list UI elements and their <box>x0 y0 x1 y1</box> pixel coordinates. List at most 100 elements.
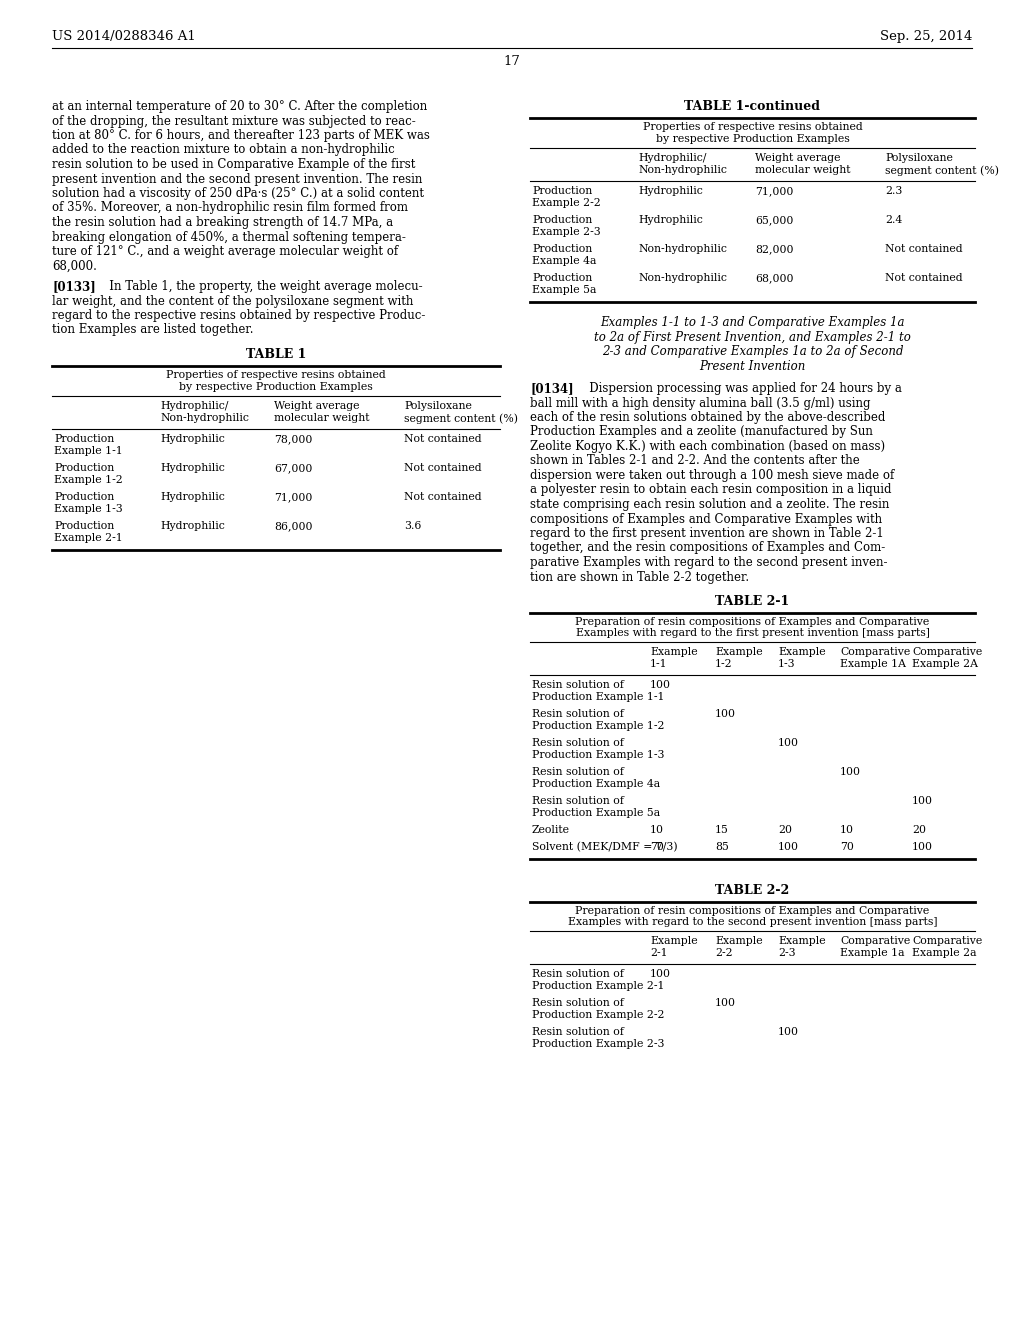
Text: 15: 15 <box>715 825 729 836</box>
Text: Present Invention: Present Invention <box>699 359 806 372</box>
Text: Resin solution of: Resin solution of <box>532 738 624 748</box>
Text: Production Example 2-1: Production Example 2-1 <box>532 981 665 991</box>
Text: 70: 70 <box>650 842 664 851</box>
Text: of the dropping, the resultant mixture was subjected to reac-: of the dropping, the resultant mixture w… <box>52 115 416 128</box>
Text: Example 1-2: Example 1-2 <box>54 475 123 484</box>
Text: compositions of Examples and Comparative Examples with: compositions of Examples and Comparative… <box>530 512 882 525</box>
Text: 100: 100 <box>840 767 861 777</box>
Text: regard to the respective resins obtained by respective Produc-: regard to the respective resins obtained… <box>52 309 425 322</box>
Text: 2-3 and Comparative Examples 1a to 2a of Second: 2-3 and Comparative Examples 1a to 2a of… <box>602 345 903 358</box>
Text: Production Examples and a zeolite (manufactured by Sun: Production Examples and a zeolite (manuf… <box>530 425 872 438</box>
Text: shown in Tables 2-1 and 2-2. And the contents after the: shown in Tables 2-1 and 2-2. And the con… <box>530 454 860 467</box>
Text: tion at 80° C. for 6 hours, and thereafter 123 parts of MEK was: tion at 80° C. for 6 hours, and thereaft… <box>52 129 430 143</box>
Text: Example: Example <box>715 647 763 657</box>
Text: Example 1a: Example 1a <box>840 948 904 958</box>
Text: Example 2-2: Example 2-2 <box>532 198 601 209</box>
Text: Production: Production <box>532 186 592 195</box>
Text: Production Example 1-1: Production Example 1-1 <box>532 692 665 702</box>
Text: breaking elongation of 450%, a thermal softening tempera-: breaking elongation of 450%, a thermal s… <box>52 231 406 243</box>
Text: Not contained: Not contained <box>885 244 963 253</box>
Text: 65,000: 65,000 <box>755 215 794 224</box>
Text: Resin solution of: Resin solution of <box>532 969 624 979</box>
Text: Production: Production <box>532 215 592 224</box>
Text: Zeolite: Zeolite <box>532 825 570 836</box>
Text: Not contained: Not contained <box>404 463 481 473</box>
Text: 82,000: 82,000 <box>755 244 794 253</box>
Text: Comparative: Comparative <box>912 936 982 946</box>
Text: Not contained: Not contained <box>404 492 481 502</box>
Text: 100: 100 <box>715 709 736 719</box>
Text: Hydrophilic: Hydrophilic <box>160 492 224 502</box>
Text: by respective Production Examples: by respective Production Examples <box>179 381 373 392</box>
Text: 1-3: 1-3 <box>778 659 796 669</box>
Text: parative Examples with regard to the second present inven-: parative Examples with regard to the sec… <box>530 556 888 569</box>
Text: segment content (%): segment content (%) <box>404 413 518 424</box>
Text: 100: 100 <box>778 842 799 851</box>
Text: 20: 20 <box>912 825 926 836</box>
Text: Production Example 5a: Production Example 5a <box>532 808 660 818</box>
Text: Production: Production <box>54 492 115 502</box>
Text: Solvent (MEK/DMF = 7/3): Solvent (MEK/DMF = 7/3) <box>532 842 678 853</box>
Text: Example 1-3: Example 1-3 <box>54 504 123 513</box>
Text: Weight average: Weight average <box>755 153 841 162</box>
Text: Production Example 1-3: Production Example 1-3 <box>532 750 665 760</box>
Text: 1-2: 1-2 <box>715 659 732 669</box>
Text: Hydrophilic: Hydrophilic <box>638 186 702 195</box>
Text: Comparative: Comparative <box>840 647 910 657</box>
Text: US 2014/0288346 A1: US 2014/0288346 A1 <box>52 30 196 44</box>
Text: Comparative: Comparative <box>912 647 982 657</box>
Text: to 2a of First Present Invention, and Examples 2-1 to: to 2a of First Present Invention, and Ex… <box>594 330 911 343</box>
Text: Examples with regard to the second present invention [mass parts]: Examples with regard to the second prese… <box>567 917 937 927</box>
Text: Resin solution of: Resin solution of <box>532 767 624 777</box>
Text: TABLE 2-1: TABLE 2-1 <box>716 595 790 609</box>
Text: tion Examples are listed together.: tion Examples are listed together. <box>52 323 254 337</box>
Text: 71,000: 71,000 <box>274 492 312 502</box>
Text: 68,000: 68,000 <box>755 273 794 282</box>
Text: resin solution to be used in Comparative Example of the first: resin solution to be used in Comparative… <box>52 158 416 172</box>
Text: Production: Production <box>54 521 115 531</box>
Text: Sep. 25, 2014: Sep. 25, 2014 <box>880 30 972 44</box>
Text: Production Example 2-3: Production Example 2-3 <box>532 1039 665 1049</box>
Text: molecular weight: molecular weight <box>274 413 370 422</box>
Text: Properties of respective resins obtained: Properties of respective resins obtained <box>643 121 862 132</box>
Text: Production Example 2-2: Production Example 2-2 <box>532 1010 665 1020</box>
Text: Hydrophilic/: Hydrophilic/ <box>160 401 228 411</box>
Text: Example: Example <box>650 647 697 657</box>
Text: Production: Production <box>54 463 115 473</box>
Text: Example 4a: Example 4a <box>532 256 596 267</box>
Text: Example: Example <box>650 936 697 946</box>
Text: Comparative: Comparative <box>840 936 910 946</box>
Text: Example: Example <box>715 936 763 946</box>
Text: Example 2a: Example 2a <box>912 948 977 958</box>
Text: Hydrophilic/: Hydrophilic/ <box>638 153 707 162</box>
Text: Production: Production <box>532 273 592 282</box>
Text: 86,000: 86,000 <box>274 521 312 531</box>
Text: segment content (%): segment content (%) <box>885 165 999 176</box>
Text: Example 5a: Example 5a <box>532 285 596 294</box>
Text: Example 1A: Example 1A <box>840 659 906 669</box>
Text: Example 1-1: Example 1-1 <box>54 446 123 455</box>
Text: dispersion were taken out through a 100 mesh sieve made of: dispersion were taken out through a 100 … <box>530 469 894 482</box>
Text: 78,000: 78,000 <box>274 434 312 444</box>
Text: 10: 10 <box>840 825 854 836</box>
Text: ball mill with a high density alumina ball (3.5 g/ml) using: ball mill with a high density alumina ba… <box>530 396 870 409</box>
Text: 17: 17 <box>504 55 520 69</box>
Text: Dispersion processing was applied for 24 hours by a: Dispersion processing was applied for 24… <box>578 381 902 395</box>
Text: Production: Production <box>532 244 592 253</box>
Text: 2.4: 2.4 <box>885 215 902 224</box>
Text: Non-hydrophilic: Non-hydrophilic <box>638 165 727 176</box>
Text: 3.6: 3.6 <box>404 521 421 531</box>
Text: Polysiloxane: Polysiloxane <box>885 153 953 162</box>
Text: Non-hydrophilic: Non-hydrophilic <box>160 413 249 422</box>
Text: of 35%. Moreover, a non-hydrophilic resin film formed from: of 35%. Moreover, a non-hydrophilic resi… <box>52 202 408 214</box>
Text: TABLE 1-continued: TABLE 1-continued <box>684 100 820 114</box>
Text: present invention and the second present invention. The resin: present invention and the second present… <box>52 173 422 186</box>
Text: added to the reaction mixture to obtain a non-hydrophilic: added to the reaction mixture to obtain … <box>52 144 394 157</box>
Text: Not contained: Not contained <box>404 434 481 444</box>
Text: Not contained: Not contained <box>885 273 963 282</box>
Text: Hydrophilic: Hydrophilic <box>160 521 224 531</box>
Text: Hydrophilic: Hydrophilic <box>160 463 224 473</box>
Text: 20: 20 <box>778 825 792 836</box>
Text: Resin solution of: Resin solution of <box>532 680 624 690</box>
Text: TABLE 2-2: TABLE 2-2 <box>716 884 790 898</box>
